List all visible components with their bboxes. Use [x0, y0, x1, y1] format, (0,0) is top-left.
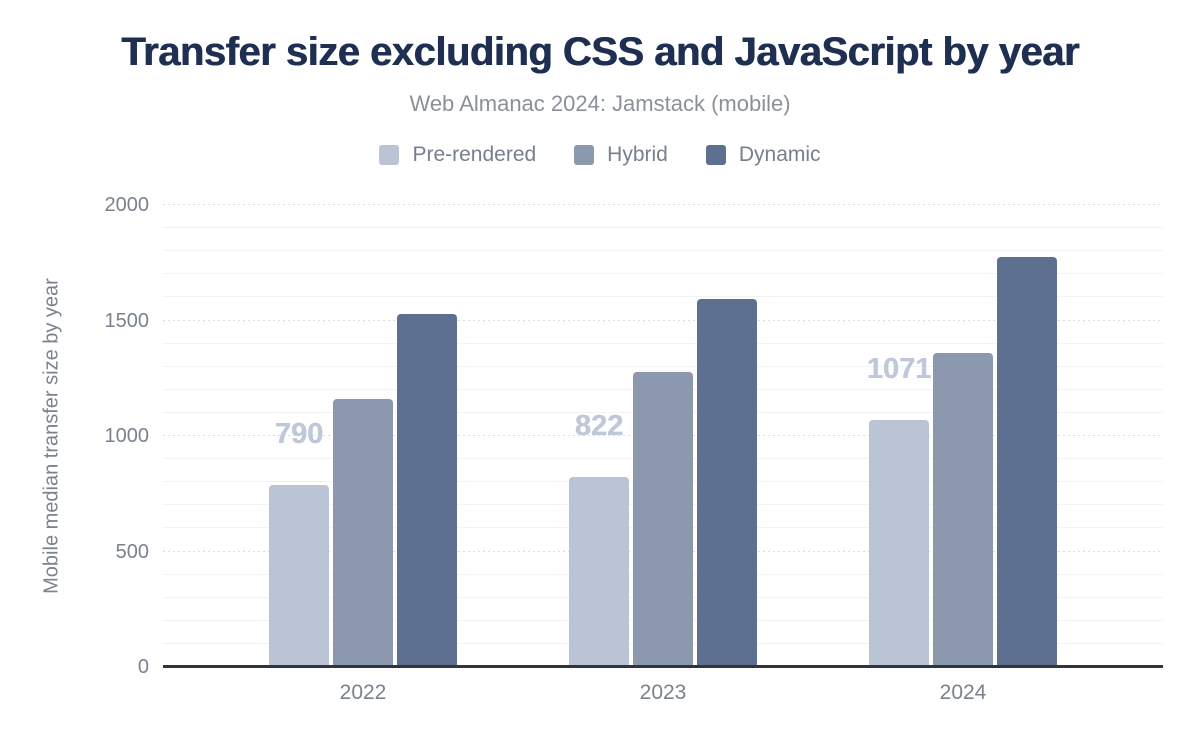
x-axis-line — [163, 665, 1163, 668]
gridline-major — [163, 204, 1163, 205]
y-axis-title: Mobile median transfer size by year — [40, 278, 63, 594]
value-label-pre-rendered-2022: 790 — [274, 417, 324, 450]
bar-hybrid-2023[interactable] — [633, 372, 693, 667]
legend-item-dynamic: Dynamic — [705, 143, 821, 167]
legend-swatch-hybrid — [574, 145, 595, 165]
y-tick-label-2000: 2000 — [104, 194, 150, 216]
bar-pre-rendered-2023[interactable] — [569, 477, 629, 667]
gridline-minor — [163, 296, 1163, 298]
bar-group-2024 — [869, 256, 1057, 667]
bar-group-2023 — [569, 298, 757, 667]
bar-hybrid-2024[interactable] — [933, 352, 993, 667]
y-tick-label-0: 0 — [137, 656, 149, 678]
gridline-minor — [163, 273, 1163, 275]
y-tick-label-1000: 1000 — [104, 425, 150, 447]
gridline-major — [163, 319, 1163, 321]
x-tick-label-2024: 2024 — [939, 681, 987, 704]
legend-label-pre-rendered: Pre-rendered — [412, 143, 537, 166]
y-tick-label-1500: 1500 — [104, 309, 150, 332]
legend-label-hybrid: Hybrid — [607, 143, 668, 166]
legend-swatch-pre-rendered — [379, 145, 400, 165]
x-tick-label-2023: 2023 — [639, 681, 687, 704]
plot-area: 0 500 1000 1500 2000 790 2022 822 2023 1071 2024 — [105, 194, 1163, 704]
x-tick-label-2022: 2022 — [339, 681, 387, 704]
legend: Pre-rendered Hybrid Dynamic — [0, 142, 1200, 168]
legend-item-pre-rendered: Pre-rendered — [379, 143, 536, 167]
gridline-minor — [163, 250, 1163, 252]
legend-item-hybrid: Hybrid — [574, 143, 668, 167]
bar-dynamic-2022[interactable] — [397, 313, 457, 667]
bar-hybrid-2022[interactable] — [333, 399, 393, 667]
bar-dynamic-2024[interactable] — [997, 256, 1057, 667]
bar-pre-rendered-2022[interactable] — [269, 484, 329, 667]
chart-subtitle: Web Almanac 2024: Jamstack (mobile) — [409, 91, 791, 116]
gridline-minor — [163, 227, 1163, 229]
value-label-pre-rendered-2023: 822 — [574, 410, 624, 443]
bar-group-2022 — [269, 313, 457, 667]
bar-dynamic-2023[interactable] — [697, 298, 757, 667]
bar-pre-rendered-2024[interactable] — [869, 419, 929, 667]
legend-label-dynamic: Dynamic — [738, 143, 821, 166]
y-tick-label-500: 500 — [115, 540, 149, 563]
legend-swatch-dynamic — [705, 145, 726, 165]
gridline-minor — [163, 342, 1163, 344]
chart-title: Transfer size excluding CSS and JavaScri… — [121, 30, 1079, 74]
value-label-pre-rendered-2024: 1071 — [866, 352, 932, 385]
gridline-minor — [163, 365, 1163, 367]
